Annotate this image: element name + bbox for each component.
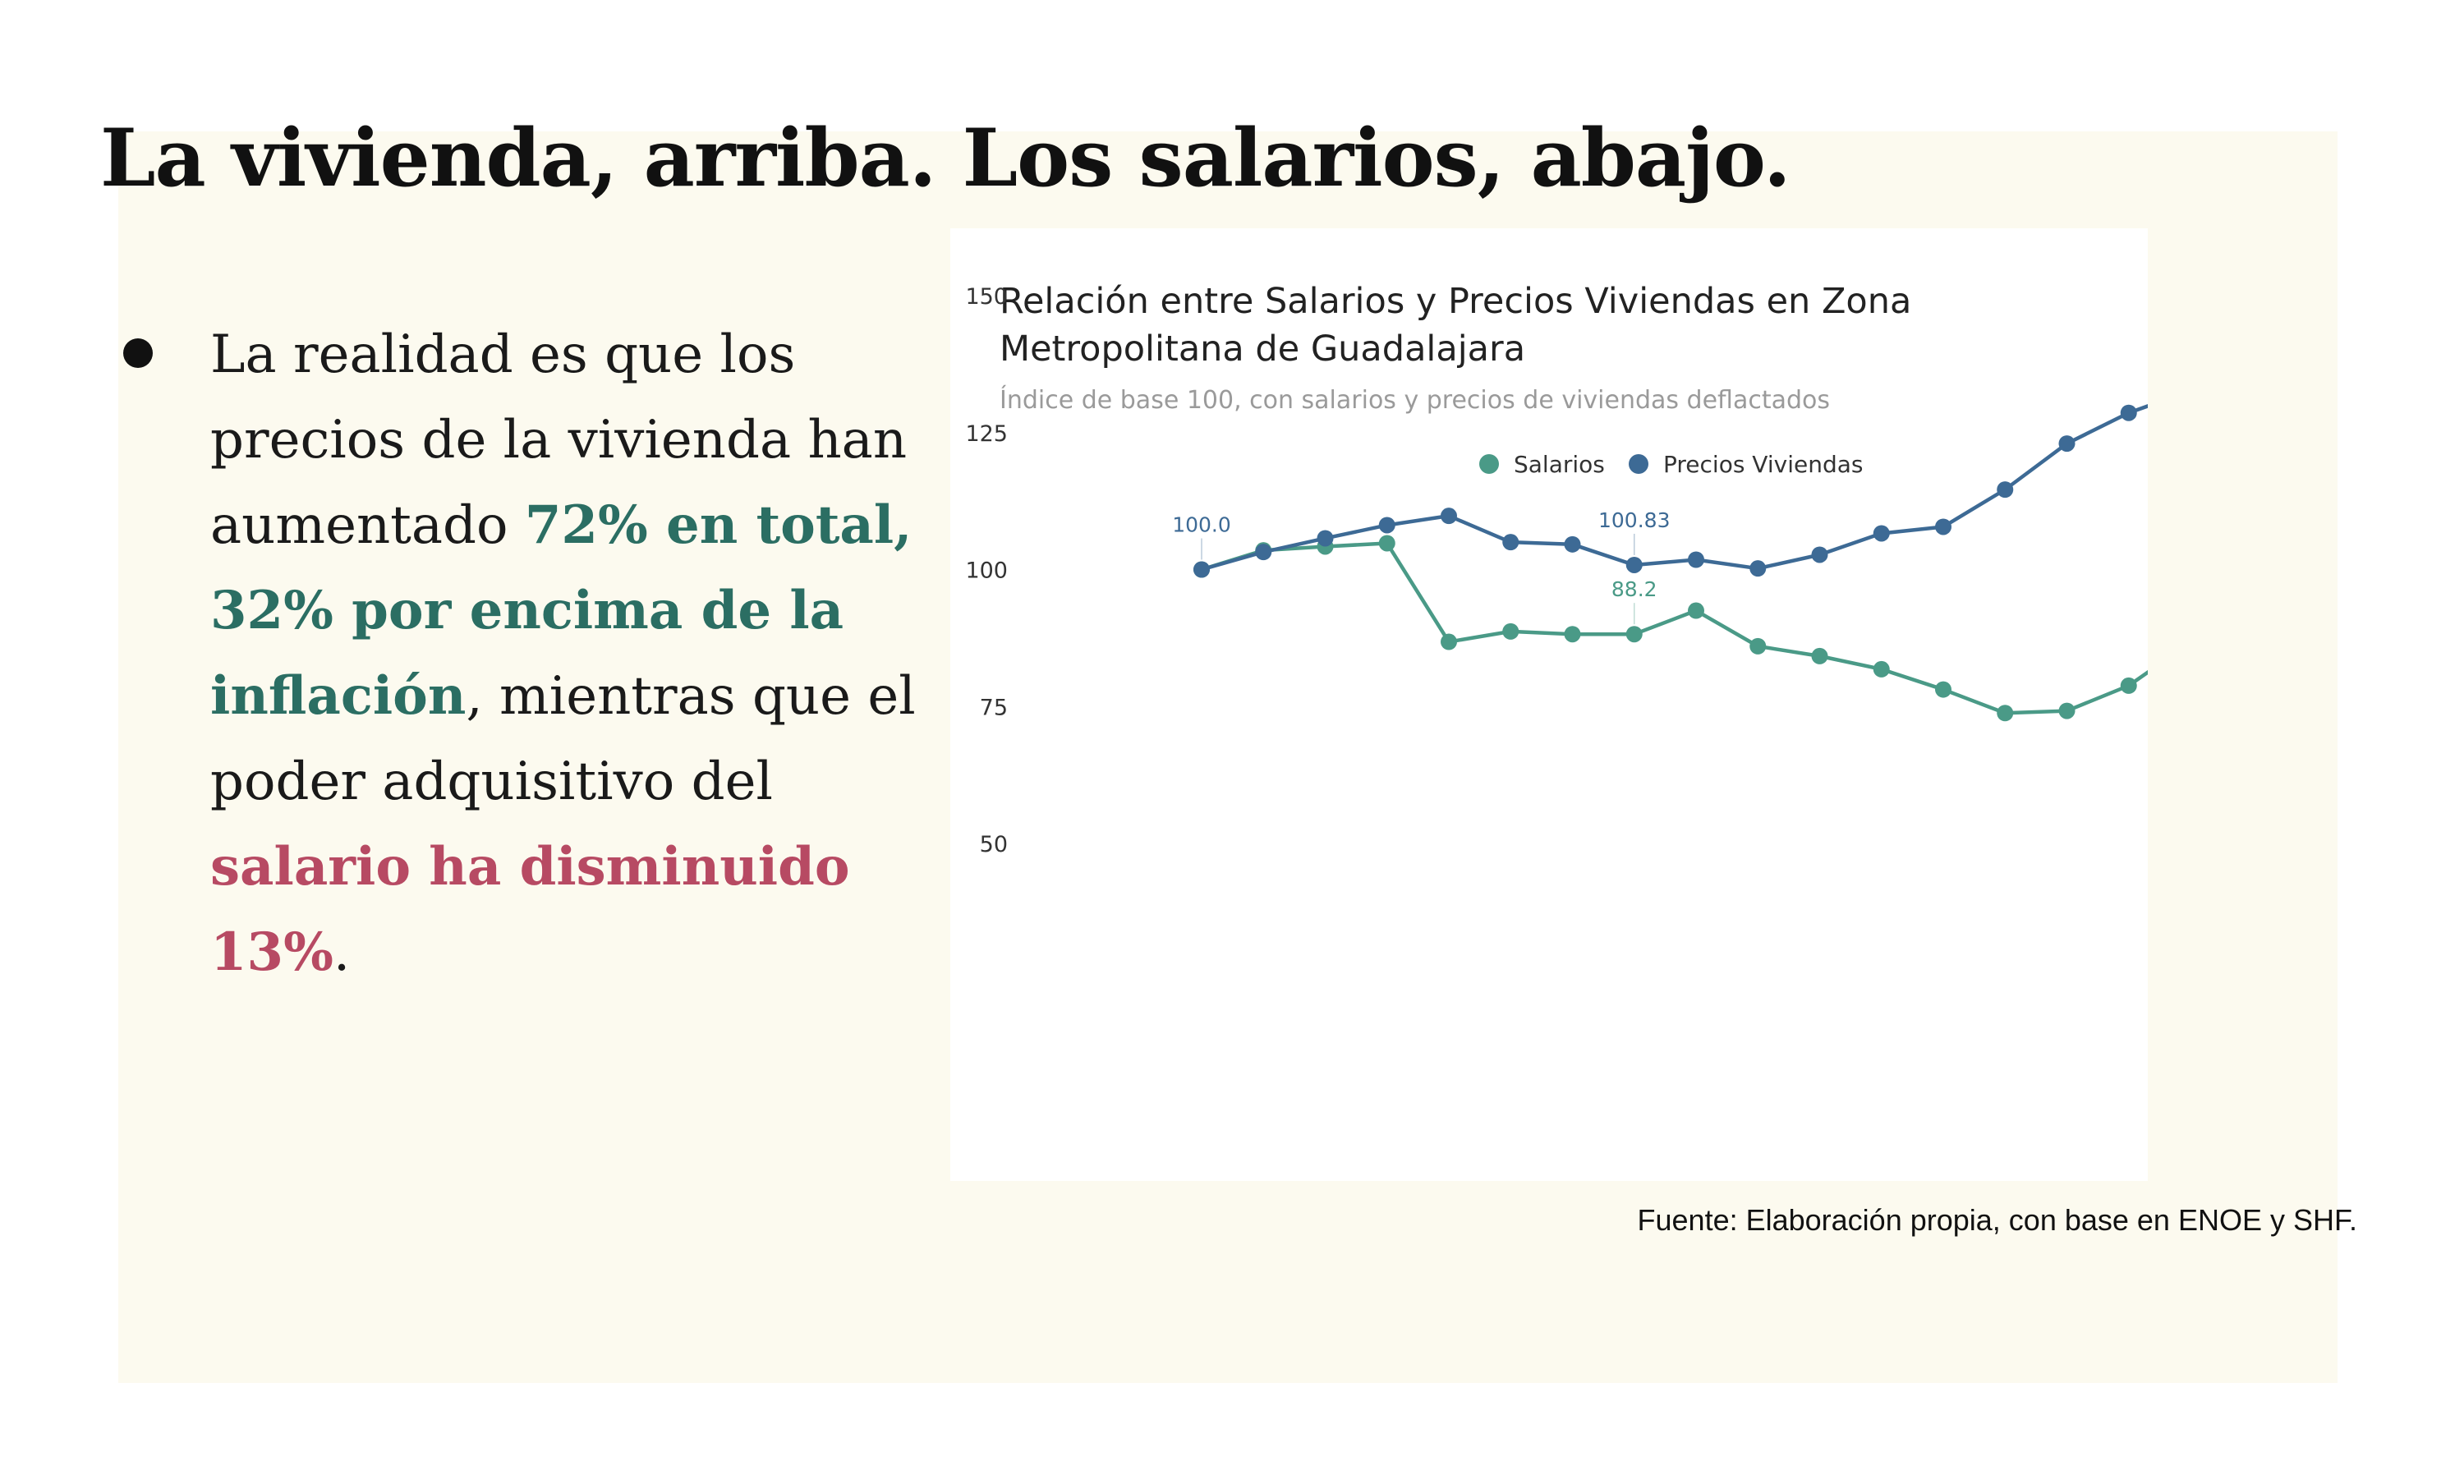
data-point	[1873, 660, 1890, 678]
data-point	[1749, 560, 1767, 577]
line-chart: 5075100125150200520062007200820092010201…	[965, 284, 2148, 857]
data-point	[2058, 435, 2076, 453]
data-point	[1502, 534, 1519, 551]
series-line-salarios	[1201, 541, 2148, 715]
data-point	[1625, 626, 1643, 643]
data-point	[1441, 508, 1457, 525]
data-point	[1625, 556, 1643, 573]
y-tick-label: 75	[980, 695, 1008, 720]
data-point	[1688, 602, 1704, 619]
chart-subtitle: Índice de base 100, con salarios y preci…	[1000, 386, 1831, 415]
data-label: 100.0	[1172, 513, 1231, 537]
chart-card: Relación entre Salarios y Precios Vivien…	[950, 228, 2148, 1181]
data-point	[1749, 637, 1767, 655]
data-point	[1502, 623, 1519, 640]
series-line-precios-viviendas	[1201, 404, 2148, 572]
y-tick-label: 150	[965, 284, 1008, 310]
y-tick-label: 50	[980, 832, 1008, 857]
data-point	[1688, 551, 1704, 568]
chart-title: Relación entre Salarios y Precios Vivien…	[1000, 281, 1912, 370]
y-tick-label: 125	[965, 421, 1008, 447]
data-point	[1997, 705, 2014, 722]
data-point	[1564, 626, 1581, 643]
source-note: Fuente: Elaboración propia, con base en …	[1637, 1203, 2357, 1237]
data-point	[1935, 518, 1951, 535]
data-point	[1811, 647, 1828, 664]
data-point	[1317, 530, 1334, 547]
data-point	[1873, 525, 1890, 542]
data-point	[1255, 544, 1272, 561]
legend-marker-precios-viviendas	[1629, 454, 1648, 474]
data-point	[1935, 681, 1951, 698]
bullet-highlight-housing: 72% en total, 32% por encima de la infla…	[210, 494, 913, 727]
data-point	[1997, 481, 2014, 498]
bullet-highlight-salary: salario ha disminuido 13%	[210, 836, 850, 983]
bullet-text-part2: , mientras que el poder adquisitivo del	[210, 666, 916, 812]
bullet-text-part3: .	[333, 922, 351, 983]
data-point	[1441, 633, 1457, 650]
data-point	[2120, 404, 2137, 421]
data-point	[1378, 535, 1395, 552]
legend-label: Salarios	[1514, 451, 1605, 478]
data-point	[1564, 535, 1581, 553]
data-point	[1193, 561, 1210, 578]
data-label: 100.83	[1598, 508, 1670, 532]
bullet-dot-icon	[123, 338, 153, 368]
legend-marker-salarios	[1479, 454, 1499, 474]
data-point	[1811, 546, 1828, 563]
legend-label: Precios Viviendas	[1663, 451, 1863, 478]
data-label: 88.2	[1611, 577, 1657, 601]
data-point	[2120, 677, 2137, 694]
bullet-text: La realidad es que los precios de la viv…	[210, 312, 925, 995]
data-point	[2058, 702, 2076, 719]
slide-title: La vivienda, arriba. Los salarios, abajo…	[100, 112, 1791, 204]
bullet-text-part1: La realidad es que los precios de la viv…	[210, 324, 908, 556]
y-tick-label: 100	[965, 558, 1008, 584]
data-point	[1378, 517, 1395, 534]
